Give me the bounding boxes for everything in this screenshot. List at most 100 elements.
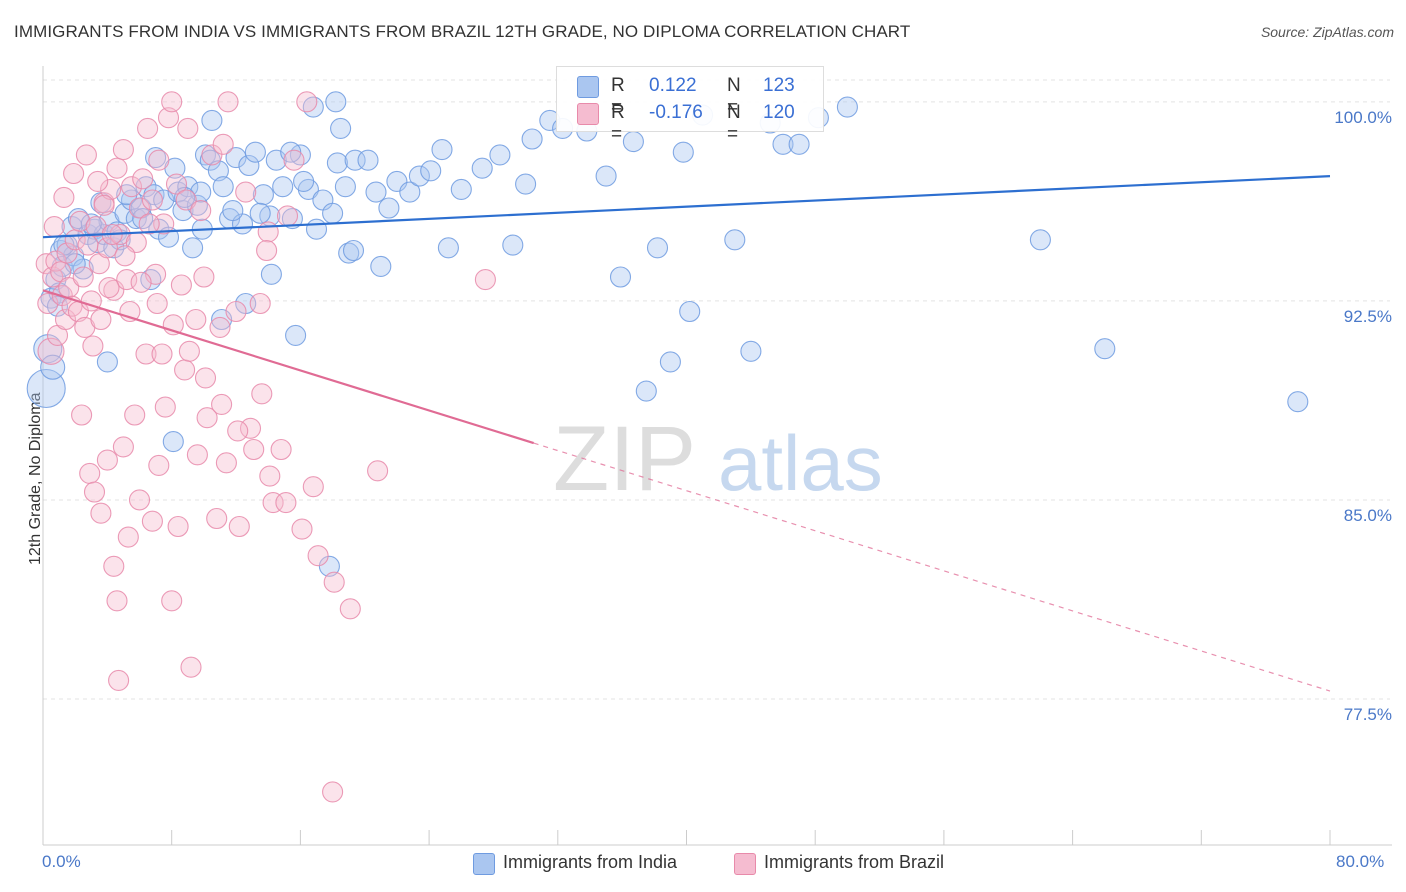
brazil-point-112 [227,420,249,442]
india-point-102 [260,263,282,285]
brazil-point-64 [117,526,139,548]
brazil-point-2 [37,337,65,365]
stats-legend: R = 0.122 N = 123 R = -0.176 N = 120 [556,66,824,145]
series-brazil [35,91,496,803]
brazil-point-48 [209,316,231,338]
brazil-point-55 [71,404,93,426]
india-point-105 [342,239,365,262]
brazil-point-22 [90,308,112,331]
india-trend-line [42,175,1331,239]
brazil-point-95 [212,133,234,155]
india-point-68 [420,160,442,182]
india-point-124 [1287,391,1309,413]
brazil-point-41 [161,91,183,113]
brazil-point-9 [56,242,78,264]
india-point-108 [330,117,352,139]
india-point-71 [450,178,472,200]
india-n-label: N = [727,75,741,118]
brazil-point-92 [151,343,173,365]
brazil-point-67 [135,343,157,365]
india-point-83 [635,380,657,402]
india-point-50 [272,176,294,198]
brazil-point-85 [322,781,344,803]
india-point-74 [502,234,524,256]
india-point-46 [244,141,266,163]
india-point-61 [357,149,379,171]
brazil-point-93 [175,189,197,211]
india-point-69 [431,139,453,161]
india-point-104 [318,555,340,577]
brazil-point-96 [235,181,257,203]
brazil-point-87 [474,269,496,291]
brazil-point-63 [112,436,134,458]
brazil-point-19 [82,335,104,357]
india-point-121 [293,170,315,192]
y-tick-label-3: 100.0% [1334,107,1392,127]
india-point-98 [162,431,184,453]
brazil-point-65 [124,404,146,426]
brazil-point-29 [112,139,134,161]
brazil-point-31 [120,176,143,198]
brazil-point-17 [77,234,99,256]
india-point-73 [489,144,511,166]
trend-lines [42,175,1331,692]
brazil-point-58 [90,502,112,524]
brazil-point-4 [45,250,67,272]
axes [42,66,1392,846]
brazil-point-76 [196,407,218,429]
india-point-58 [334,176,356,198]
brazil-point-72 [167,515,189,538]
brazil-point-115 [275,492,297,514]
brazil-point-36 [141,189,163,211]
brazil-point-57 [83,481,106,503]
brazil-point-34 [132,168,154,190]
brazil-point-50 [225,300,247,323]
india-point-110 [325,91,347,113]
brazil-point-24 [96,237,118,259]
brazil-point-110 [194,367,217,389]
india-point-35 [182,237,204,259]
india-point-66 [399,181,421,203]
brazil-point-51 [249,292,271,315]
india-point-76 [521,128,543,150]
brazil-point-113 [243,438,265,461]
india-point-63 [370,255,392,277]
india-point-84 [646,237,669,259]
brazil-point-80 [239,417,262,439]
legend-brazil-label: Immigrants from Brazil [764,852,945,872]
watermark: ZIP atlas [553,408,883,510]
india-point-93 [788,133,810,155]
brazil-point-75 [186,444,208,466]
india-point-56 [322,202,344,224]
brazil-point-8 [54,308,77,331]
india-point-40 [207,160,229,182]
brazil-point-106 [130,271,152,293]
brazil-point-53 [276,205,299,227]
brazil-point-114 [259,465,281,487]
legend-brazil-swatch [734,853,756,875]
india-point-85 [659,351,681,373]
brazil-point-27 [106,157,128,179]
brazil-point-77 [206,507,228,530]
brazil-point-59 [96,449,118,471]
brazil-point-39 [153,213,175,235]
brazil-point-86 [367,460,389,482]
brazil-point-40 [157,107,180,129]
chart-title: IMMIGRANTS FROM INDIA VS IMMIGRANTS FROM… [14,22,911,41]
watermark-atlas: atlas [718,419,883,507]
india-point-117 [145,147,167,169]
brazil-point-74 [180,656,202,678]
brazil-swatch [577,103,599,125]
india-point-112 [96,351,118,373]
brazil-point-25 [100,178,122,200]
legend-india-swatch [473,853,495,875]
brazil-point-107 [146,292,168,315]
chart-source: Source: ZipAtlas.com [1260,24,1394,40]
brazil-point-109 [178,340,200,362]
brazil-point-116 [291,518,313,540]
brazil-r-value: -0.176 [649,102,703,123]
brazil-point-88 [87,170,109,192]
india-point-122 [1029,229,1051,251]
brazil-point-105 [114,245,136,267]
brazil-point-103 [93,194,115,216]
